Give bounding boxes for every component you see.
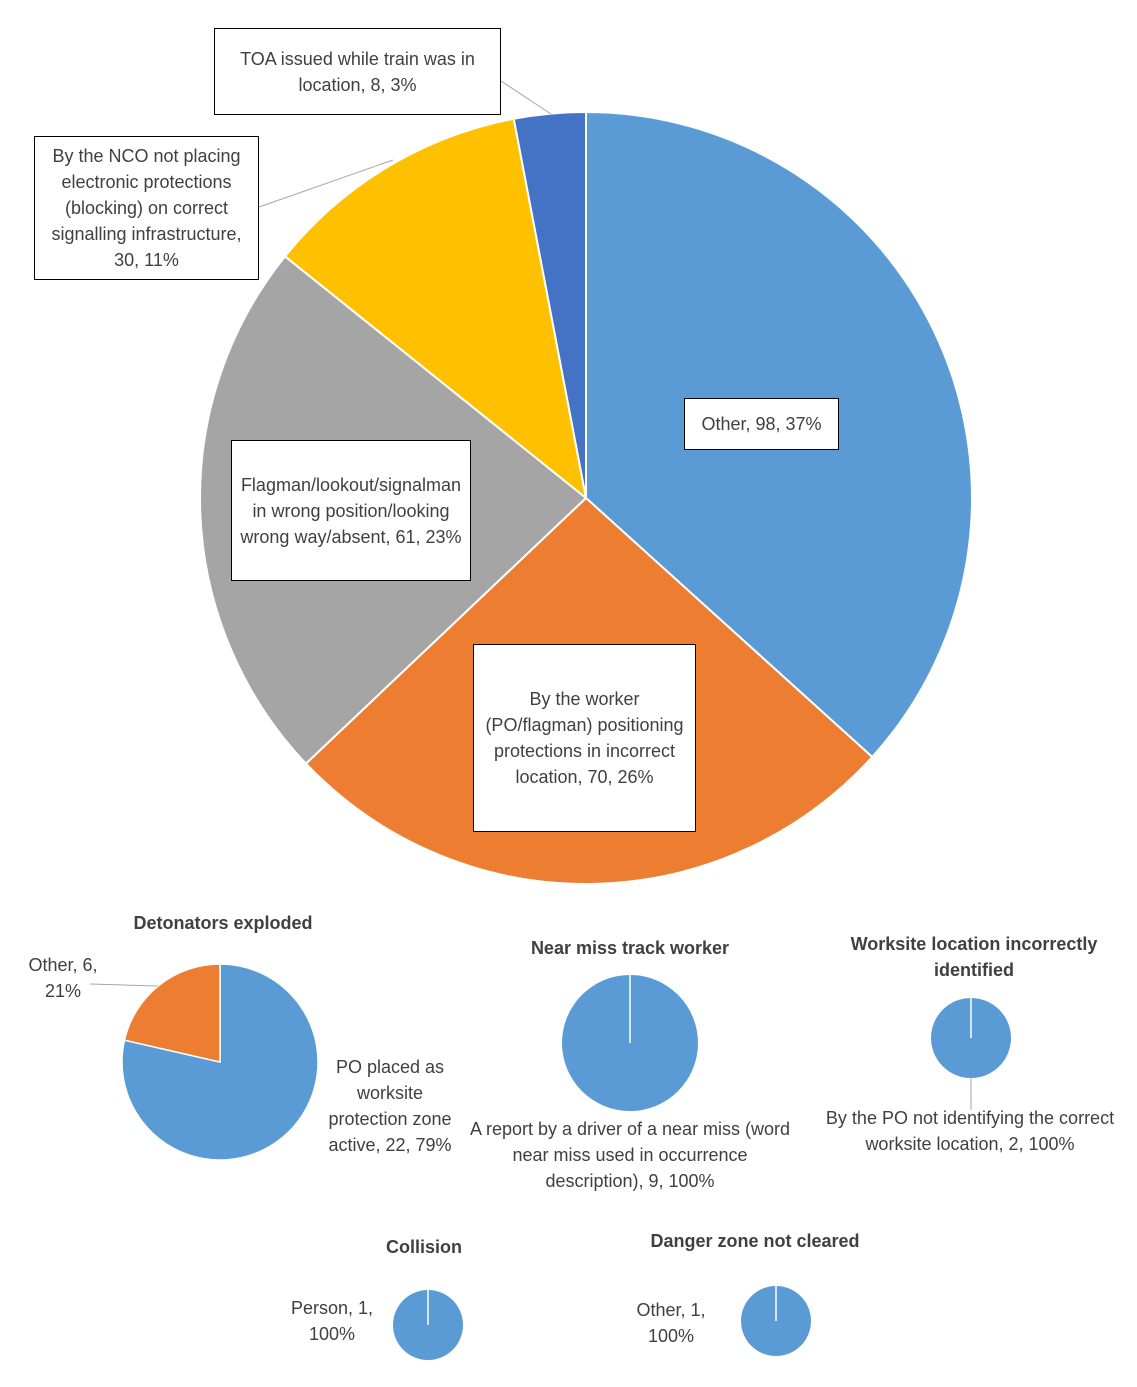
pie-chart-5 bbox=[393, 1290, 463, 1360]
leader-line bbox=[89, 983, 159, 987]
leader-line bbox=[258, 159, 394, 208]
chart-title: Collision bbox=[386, 1237, 462, 1257]
data-label: Person, 1, 100% bbox=[290, 1298, 374, 1344]
pie-slice-1-4 bbox=[284, 117, 587, 499]
data-label: By the worker (PO/flagman) positioning p… bbox=[473, 644, 696, 832]
pie-chart-6 bbox=[741, 1286, 811, 1356]
pie-slice-1-5 bbox=[512, 111, 587, 499]
leader-line bbox=[500, 80, 552, 115]
data-label: By the PO not identifying the correct wo… bbox=[825, 1108, 1115, 1154]
data-label: Other, 6, 21% bbox=[28, 955, 98, 1001]
data-label: A report by a driver of a near miss (wor… bbox=[469, 1119, 791, 1191]
data-label: Other, 98, 37% bbox=[684, 398, 839, 450]
chart-title: Detonators exploded bbox=[133, 913, 313, 933]
data-label: TOA issued while train was in location, … bbox=[214, 28, 501, 115]
data-label: PO placed as worksite protection zone ac… bbox=[328, 1057, 452, 1155]
pie-slice-2-2 bbox=[123, 963, 221, 1063]
data-label: By the NCO not placing electronic protec… bbox=[34, 136, 259, 280]
chart-title: Danger zone not cleared bbox=[650, 1231, 860, 1251]
pie-chart-3 bbox=[562, 975, 698, 1111]
data-label: Other, 1, 100% bbox=[636, 1300, 706, 1346]
chart-title: Worksite location incorrectly identified bbox=[850, 934, 1098, 980]
pie-chart-2 bbox=[89, 963, 319, 1161]
pie-chart-4 bbox=[931, 998, 1011, 1110]
data-label: Flagman/lookout/signalman in wrong posit… bbox=[231, 440, 471, 581]
chart-title: Near miss track worker bbox=[530, 938, 730, 958]
